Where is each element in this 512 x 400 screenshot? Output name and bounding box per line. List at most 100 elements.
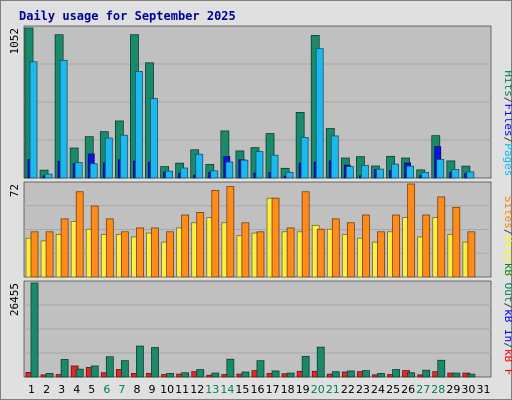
bar-traffic-pages-day-27 (421, 171, 430, 179)
ymax-label-kbytes: 26455 (8, 283, 21, 316)
day-label-10: 10 (160, 383, 174, 396)
legend-traffic: Hits/Files/Pages (502, 70, 512, 176)
bar-visitors-sites-day-5 (90, 205, 99, 278)
bar-visitors-sites-day-13 (211, 190, 220, 278)
bar-visitors-sites-day-24 (377, 231, 385, 278)
bar-traffic-pages-day-3 (59, 59, 68, 179)
bar-traffic-pages-day-14 (225, 161, 234, 179)
bar-traffic-pages-day-28 (436, 159, 445, 179)
day-label-7: 7 (118, 383, 125, 396)
bar-traffic-pages-day-26 (406, 165, 415, 179)
bar-traffic-pages-day-21 (330, 135, 339, 179)
day-label-28: 28 (431, 383, 445, 396)
bar-visitors-sites-day-6 (105, 218, 114, 278)
bar-traffic-pages-day-20 (315, 48, 324, 179)
legend-item: Pages (502, 143, 512, 176)
legend-item: kB F (502, 349, 512, 376)
bar-traffic-pages-day-4 (74, 162, 83, 179)
legend-item: Hits (502, 70, 512, 97)
bar-visitors-sites-day-7 (120, 231, 129, 278)
day-label-1: 1 (28, 383, 35, 396)
bar-visitors-sites-day-1 (30, 231, 39, 278)
day-label-9: 9 (149, 383, 156, 396)
bar-visitors-sites-day-29 (452, 206, 461, 278)
bar-visitors-sites-day-30 (467, 231, 476, 278)
bar-visitors-sites-day-4 (75, 191, 84, 278)
legend-item: / (502, 342, 512, 349)
bar-kbytes-kb-out-day-17 (271, 370, 280, 378)
day-label-30: 30 (461, 383, 475, 396)
bar-visitors-sites-day-2 (45, 231, 54, 278)
legend-item: Files (502, 104, 512, 137)
bar-visitors-sites-day-27 (422, 214, 431, 278)
bar-visitors-sites-day-8 (136, 227, 144, 278)
bar-visitors-sites-day-16 (256, 231, 265, 278)
bar-visitors-sites-day-10 (166, 231, 174, 278)
bar-traffic-pages-day-17 (270, 154, 279, 179)
day-label-18: 18 (281, 383, 295, 396)
day-label-16: 16 (251, 383, 265, 396)
day-label-2: 2 (43, 383, 50, 396)
legend-item: / (502, 229, 512, 236)
day-label-19: 19 (296, 383, 310, 396)
bar-visitors-sites-day-19 (301, 191, 310, 278)
legend-item: / (502, 137, 512, 144)
bar-kbytes-kb-out-day-19 (301, 355, 310, 378)
bar-kbytes-kb-out-day-16 (256, 360, 265, 378)
bar-kbytes-kb-out-day-2 (45, 373, 54, 378)
legend-kbytes: kB Out/kB In/kB F (502, 263, 512, 376)
day-label-13: 13 (205, 383, 219, 396)
bar-kbytes-kb-out-day-11 (181, 372, 190, 378)
day-label-3: 3 (58, 383, 65, 396)
bar-kbytes-kb-out-day-3 (60, 359, 69, 378)
bar-kbytes-kb-out-day-10 (166, 373, 174, 378)
bar-kbytes-kb-out-day-12 (196, 369, 205, 378)
bar-traffic-pages-day-5 (89, 163, 98, 179)
bar-traffic-pages-day-15 (240, 159, 249, 179)
bar-traffic-pages-day-9 (150, 98, 158, 179)
bar-kbytes-kb-out-day-9 (151, 347, 159, 378)
day-label-25: 25 (386, 383, 400, 396)
day-label-14: 14 (220, 383, 234, 396)
bar-visitors-sites-day-3 (60, 218, 69, 278)
day-label-4: 4 (73, 383, 80, 396)
bar-visitors-sites-day-20 (316, 228, 325, 278)
day-label-22: 22 (341, 383, 355, 396)
legend-item: Sites (502, 196, 512, 229)
bar-visitors-sites-day-11 (181, 214, 190, 278)
bar-traffic-pages-day-2 (44, 173, 53, 179)
bar-traffic-pages-day-8 (135, 71, 143, 179)
legend-item: kB Out (502, 263, 512, 303)
legend-item: / (502, 303, 512, 310)
day-label-12: 12 (190, 383, 204, 396)
bar-kbytes-kb-out-day-4 (75, 368, 84, 378)
day-label-20: 20 (311, 383, 325, 396)
bar-traffic-pages-day-1 (29, 61, 38, 179)
bar-traffic-pages-day-10 (165, 170, 173, 179)
day-label-6: 6 (103, 383, 110, 396)
day-label-15: 15 (235, 383, 249, 396)
bar-traffic-pages-day-25 (391, 163, 399, 179)
bar-kbytes-kb-out-day-25 (392, 369, 400, 378)
bar-kbytes-kb-out-day-21 (331, 371, 340, 378)
bar-traffic-pages-day-13 (210, 170, 219, 179)
bar-kbytes-kb-out-day-30 (467, 373, 476, 378)
legend-item: / (502, 97, 512, 104)
bar-kbytes-kb-out-day-20 (316, 346, 325, 378)
bar-kbytes-kb-out-day-15 (241, 371, 250, 378)
bar-kbytes-kb-out-day-26 (407, 372, 416, 378)
bar-visitors-sites-day-15 (241, 222, 250, 278)
bar-traffic-pages-day-18 (285, 171, 294, 179)
bar-visitors-sites-day-26 (407, 183, 416, 278)
bar-visitors-sites-day-21 (331, 218, 340, 278)
bar-visitors-sites-day-18 (286, 227, 295, 278)
bar-traffic-pages-day-6 (104, 137, 113, 179)
legend-visitors: Sites/Visits (502, 196, 512, 275)
day-label-27: 27 (416, 383, 430, 396)
day-label-24: 24 (371, 383, 385, 396)
bar-traffic-pages-day-29 (451, 169, 460, 179)
bar-traffic-pages-day-11 (180, 167, 189, 179)
bar-traffic-pages-day-30 (466, 171, 475, 179)
bar-kbytes-kb-out-day-18 (286, 372, 295, 378)
